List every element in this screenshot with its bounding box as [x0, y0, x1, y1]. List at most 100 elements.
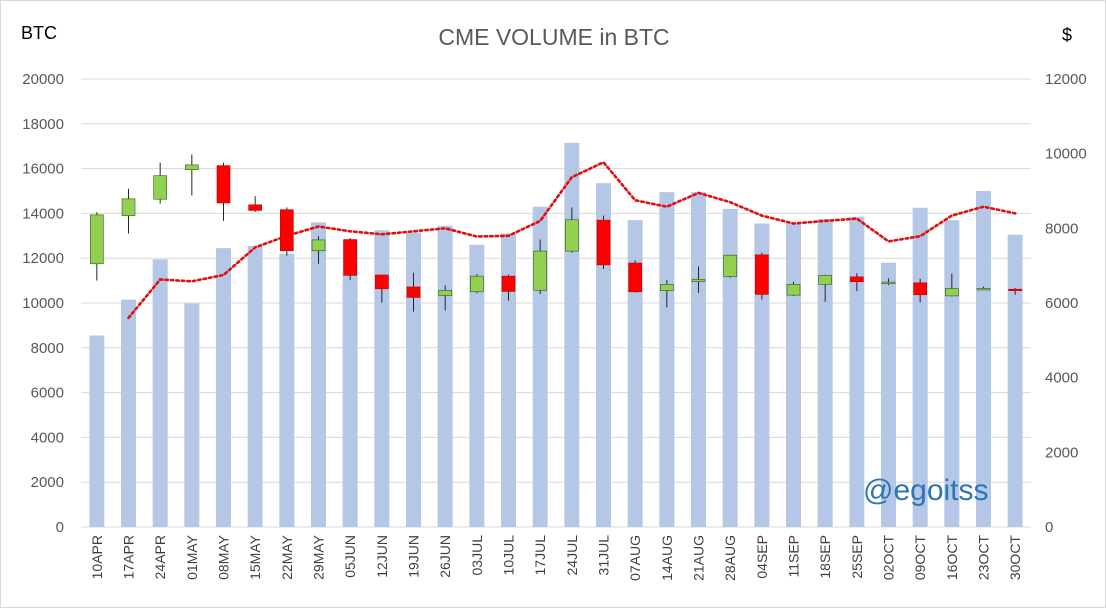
volume-bar	[627, 220, 643, 527]
volume-bar	[152, 259, 168, 527]
candle-up	[818, 275, 832, 285]
price-candles	[90, 154, 1022, 312]
candle-down	[248, 204, 262, 211]
right-tick-label: 10000	[1045, 146, 1087, 163]
category-label: 28AUG	[722, 535, 738, 581]
volume-bar	[279, 253, 295, 527]
volume-bar	[976, 191, 991, 527]
volume-bar	[754, 223, 770, 528]
right-tick-label: 0	[1045, 519, 1053, 536]
price-line-series	[127, 160, 1017, 320]
candle-up	[723, 254, 737, 277]
candle-up	[565, 219, 579, 252]
candle-up	[185, 164, 199, 171]
volume-bar	[691, 192, 706, 527]
right-tick-label: 8000	[1045, 220, 1078, 237]
volume-bar	[406, 232, 421, 527]
category-label: 16OCT	[944, 535, 960, 581]
candle-up	[121, 198, 136, 216]
category-label: 22MAY	[279, 534, 295, 580]
category-label: 01MAY	[184, 534, 200, 580]
volume-bar	[89, 335, 105, 527]
category-label: 31JUL	[596, 535, 612, 576]
candle-down	[343, 239, 357, 276]
volume-bars	[89, 142, 1023, 528]
volume-bar	[469, 244, 485, 527]
category-label: 03JUL	[469, 535, 485, 576]
candle-down	[913, 282, 927, 296]
candle-up	[660, 284, 674, 291]
right-tick-label: 6000	[1045, 295, 1078, 312]
right-axis-unit: $	[1062, 25, 1072, 45]
volume-bar	[501, 233, 516, 527]
candle-up	[945, 288, 959, 297]
volume-bar	[184, 303, 200, 527]
volume-bar	[786, 223, 801, 528]
left-tick-label: 6000	[31, 385, 64, 402]
left-axis-ticks: 0 2000 4000 6000 8000 10000 12000 14000 16000 180…	[22, 71, 64, 536]
volume-bar	[1007, 234, 1023, 527]
candle-up	[90, 214, 104, 265]
category-label: 30OCT	[1007, 535, 1023, 581]
left-tick-label: 10000	[22, 295, 64, 312]
candle-up	[153, 175, 167, 200]
category-label: 18SEP	[817, 535, 833, 579]
right-axis-ticks: 0 2000 4000 6000 8000 10000 12000	[1045, 71, 1087, 536]
volume-bar	[216, 248, 231, 527]
candle-down	[850, 276, 864, 283]
right-tick-label: 4000	[1045, 370, 1078, 387]
category-label: 09OCT	[912, 535, 928, 581]
left-tick-label: 2000	[31, 474, 64, 491]
left-tick-label: 8000	[31, 340, 64, 357]
category-label: 05JUN	[342, 535, 358, 578]
candle-up	[691, 279, 706, 283]
volume-bar	[881, 262, 896, 527]
right-tick-label: 2000	[1045, 444, 1078, 461]
category-label: 23OCT	[976, 535, 992, 581]
candle-down	[596, 219, 611, 266]
candle-down	[628, 262, 642, 293]
watermark: @egoitss	[863, 474, 989, 507]
candle-down	[755, 254, 769, 295]
candle-down	[280, 209, 294, 252]
left-tick-label: 18000	[22, 116, 64, 133]
candle-up	[438, 290, 452, 296]
candle-up	[976, 288, 991, 291]
left-tick-label: 16000	[22, 161, 64, 178]
category-label: 25SEP	[849, 535, 865, 579]
left-tick-label: 20000	[22, 71, 64, 88]
chart-title: CME VOLUME in BTC	[438, 24, 669, 50]
candle-up	[786, 284, 801, 296]
candle-up	[881, 281, 896, 284]
left-axis-unit: BTC	[21, 23, 57, 43]
category-label: 14AUG	[659, 535, 675, 581]
volume-bar	[374, 230, 390, 527]
category-label: 10APR	[89, 535, 105, 579]
category-label: 08MAY	[216, 534, 232, 580]
volume-bar	[849, 216, 865, 527]
volume-bar	[659, 192, 675, 527]
volume-bar	[311, 222, 326, 528]
candle-up	[470, 275, 484, 293]
volume-bar	[342, 240, 358, 527]
left-tick-label: 4000	[31, 429, 64, 446]
volume-bar	[596, 183, 611, 527]
volume-bar	[247, 245, 263, 527]
category-label: 24JUL	[564, 535, 580, 576]
category-label: 07AUG	[627, 535, 643, 581]
left-tick-label: 0	[56, 519, 64, 536]
category-label: 17APR	[121, 535, 137, 579]
volume-bar	[817, 219, 833, 527]
category-label: 10JUL	[501, 535, 517, 576]
category-label: 17JUL	[532, 535, 548, 576]
volume-bar	[564, 142, 580, 527]
volume-bar	[437, 225, 453, 527]
candle-down	[406, 286, 421, 298]
category-label: 04SEP	[754, 535, 770, 579]
category-label: 15MAY	[247, 534, 263, 580]
category-label: 29MAY	[311, 534, 327, 580]
candle-down	[375, 274, 389, 290]
volume-bar	[722, 208, 738, 528]
